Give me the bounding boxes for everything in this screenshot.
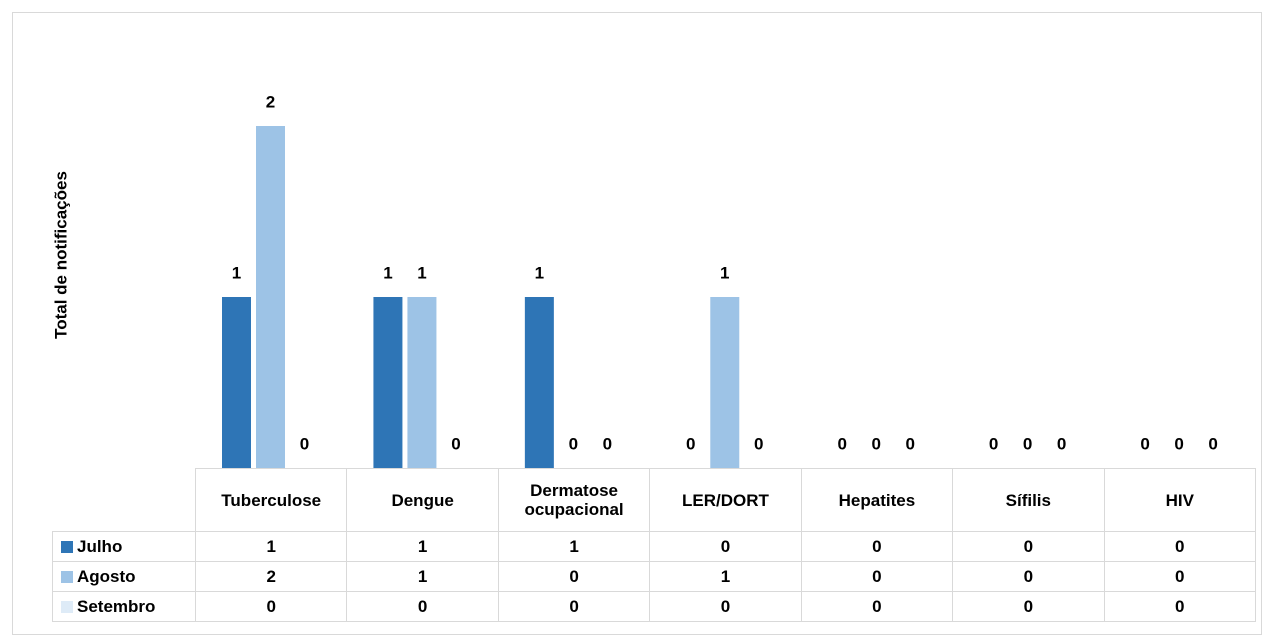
table-row: Agosto 2 1 0 1 0 0 0 <box>52 561 1256 592</box>
table-row: Setembro 0 0 0 0 0 0 0 <box>52 591 1256 622</box>
bar <box>710 297 740 468</box>
data-label: 1 <box>383 263 392 282</box>
table-header-row: Tuberculose Dengue Dermatose ocupacional LE… <box>52 468 1256 532</box>
bar <box>222 297 251 468</box>
data-label: 0 <box>451 434 460 453</box>
bar <box>373 297 403 468</box>
data-label: 0 <box>989 434 998 453</box>
category-label: Hepatites <box>800 468 954 532</box>
table-value: 0 <box>649 591 802 622</box>
legend-label: Agosto <box>77 567 136 586</box>
category-label: Tuberculose <box>194 468 348 532</box>
category-label: Dengue <box>346 468 499 532</box>
data-label: 0 <box>837 434 846 453</box>
table-value: 1 <box>649 561 802 592</box>
data-label: 0 <box>1140 434 1149 453</box>
legend-label: Julho <box>77 537 123 556</box>
data-label: 1 <box>535 263 544 282</box>
legend-label: Setembro <box>77 597 156 616</box>
table-value: 0 <box>952 591 1105 622</box>
table-value: 1 <box>497 531 651 562</box>
category-label: LER/DORT <box>649 468 802 532</box>
data-label: 0 <box>603 434 612 453</box>
table-value: 1 <box>346 531 499 562</box>
category-label: Dermatose ocupacional <box>497 468 651 532</box>
data-table: Tuberculose Dengue Dermatose ocupacional LE… <box>52 468 1256 622</box>
table-value: 0 <box>649 531 802 562</box>
data-label: 0 <box>754 434 763 453</box>
legend-key <box>61 601 73 613</box>
data-label: 0 <box>569 434 578 453</box>
legend-key <box>61 541 73 553</box>
data-label: 0 <box>1174 434 1183 453</box>
table-value: 0 <box>194 591 348 622</box>
table-value: 0 <box>1103 591 1256 622</box>
table-value: 2 <box>194 561 348 592</box>
data-label: 0 <box>871 434 880 453</box>
table-value: 0 <box>1103 531 1256 562</box>
table-value: 0 <box>497 591 651 622</box>
table-value: 0 <box>800 591 954 622</box>
data-label: 1 <box>720 263 729 282</box>
legend-entry: Julho <box>52 531 196 562</box>
bar <box>524 297 554 468</box>
data-label: 0 <box>300 434 309 453</box>
corner-cell <box>52 468 196 532</box>
table-value: 0 <box>497 561 651 592</box>
data-label: 0 <box>686 434 695 453</box>
legend-key <box>61 571 73 583</box>
table-value: 0 <box>952 531 1105 562</box>
legend-entry: Setembro <box>52 591 196 622</box>
table-value: 1 <box>346 561 499 592</box>
data-label: 0 <box>905 434 914 453</box>
category-label: Sífilis <box>952 468 1105 532</box>
table-value: 0 <box>800 531 954 562</box>
table-value: 0 <box>952 561 1105 592</box>
bar <box>256 126 285 468</box>
table-value: 1 <box>194 531 348 562</box>
y-axis-label: Total de notificações <box>51 171 70 339</box>
data-label: 1 <box>232 263 241 282</box>
chart-border <box>12 12 1262 635</box>
data-label: 0 <box>1057 434 1066 453</box>
data-label: 1 <box>417 263 426 282</box>
bar <box>407 297 437 468</box>
table-value: 0 <box>1103 561 1256 592</box>
table-row: Julho 1 1 1 0 0 0 0 <box>52 531 1256 562</box>
legend-entry: Agosto <box>52 561 196 592</box>
data-label: 0 <box>1208 434 1217 453</box>
table-value: 0 <box>800 561 954 592</box>
data-label: 2 <box>266 92 275 111</box>
category-label: HIV <box>1103 468 1256 532</box>
data-label: 0 <box>1023 434 1032 453</box>
table-value: 0 <box>346 591 499 622</box>
